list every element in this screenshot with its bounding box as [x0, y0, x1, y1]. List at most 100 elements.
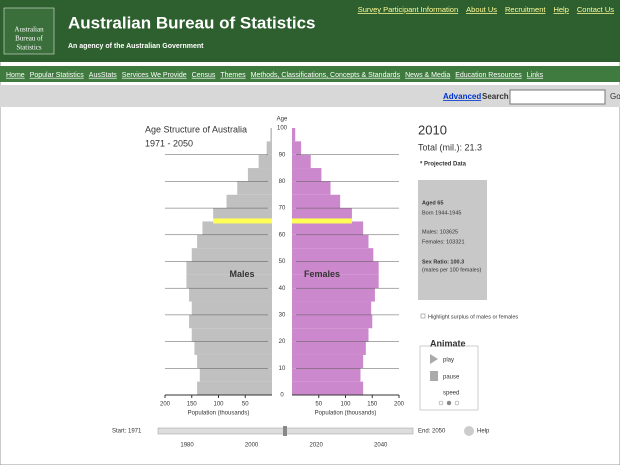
- slider-tick-label: 2020: [309, 443, 323, 449]
- nav-link[interactable]: Education Resources: [455, 72, 522, 79]
- search-input[interactable]: [509, 89, 606, 105]
- nav-link[interactable]: Census: [192, 72, 216, 79]
- top-link[interactable]: Help: [553, 5, 568, 14]
- play-button[interactable]: [430, 354, 438, 364]
- male-bar: [191, 328, 272, 342]
- go-button[interactable]: Go: [610, 92, 620, 101]
- info-aged: Aged 65: [422, 200, 443, 206]
- male-bar: [197, 234, 272, 249]
- play-label: play: [443, 358, 454, 364]
- speed-option[interactable]: [446, 400, 452, 406]
- logo-text: Australian: [14, 26, 44, 34]
- female-bar: [292, 341, 366, 355]
- x-tick-label: 150: [187, 402, 198, 408]
- male-bar: [189, 288, 272, 302]
- female-bar: [292, 314, 373, 329]
- slider-thumb[interactable]: [283, 426, 287, 436]
- age-label: 100: [277, 126, 288, 132]
- age-label: 20: [279, 339, 286, 345]
- female-bar: [292, 154, 311, 169]
- male-bar: [226, 194, 272, 209]
- pause-button[interactable]: [430, 371, 438, 381]
- male-bar: [197, 354, 272, 369]
- highlight-text: Highlight surplus of males or females: [428, 314, 518, 320]
- top-link[interactable]: Recruitment: [505, 5, 546, 14]
- site-title: Australian Bureau of Statistics: [68, 13, 316, 32]
- header: [0, 0, 620, 62]
- info-ratio: Sex Ratio: 100.3: [422, 259, 464, 265]
- animate-title: Animate: [430, 338, 466, 348]
- nav-link[interactable]: Popular Statistics: [30, 72, 85, 79]
- slider-end: End: 2050: [418, 429, 446, 435]
- female-bar: [292, 368, 361, 382]
- male-bar: [186, 274, 272, 289]
- male-bar: [258, 154, 272, 169]
- info-ratio-note: (males per 100 females): [422, 267, 481, 273]
- female-bar: [292, 194, 341, 209]
- female-bar: [292, 168, 322, 182]
- info-born: Born 1944-1945: [422, 210, 461, 216]
- total: Total (mil.): 21.3: [418, 142, 482, 152]
- age-label: 0: [280, 393, 284, 399]
- female-bar: [292, 181, 331, 195]
- age-label: 40: [279, 286, 286, 292]
- top-link[interactable]: About Us: [466, 5, 497, 14]
- age-label: 30: [279, 312, 286, 318]
- female-bar: [292, 221, 364, 235]
- projected: * Projected Data: [420, 162, 467, 168]
- nav-link[interactable]: AusStats: [89, 72, 118, 79]
- nav-link[interactable]: Links: [527, 72, 544, 79]
- x-axis-label: Population (thousands): [188, 411, 250, 417]
- female-bar: [292, 328, 369, 342]
- age-label: 80: [279, 179, 286, 185]
- search-label: Search: [482, 92, 509, 101]
- info-females: Females: 103321: [422, 239, 465, 245]
- age-label: 90: [279, 152, 286, 158]
- speed-option[interactable]: [454, 400, 460, 406]
- logo-text: Bureau of: [15, 35, 43, 43]
- age-label: 10: [279, 366, 286, 372]
- highlight-left: [213, 218, 272, 224]
- animate-box: [419, 345, 479, 411]
- x-axis-label: Population (thousands): [315, 411, 377, 417]
- nav-link[interactable]: Home: [6, 72, 25, 79]
- nav-link[interactable]: Methods, Classifications, Concepts & Sta…: [251, 72, 401, 79]
- series-label: Females: [304, 269, 340, 279]
- male-bar: [186, 261, 272, 275]
- advanced-link[interactable]: Advanced: [443, 92, 481, 101]
- nav-link[interactable]: Services We Provide: [122, 72, 187, 79]
- help-icon[interactable]: [464, 426, 474, 436]
- info-box: [418, 180, 487, 300]
- top-link[interactable]: Contact Us: [577, 5, 614, 14]
- female-bar: [292, 301, 372, 315]
- x-tick-label: 50: [242, 402, 249, 408]
- male-bar: [194, 341, 272, 355]
- male-bar: [237, 181, 272, 195]
- x-tick-label: 200: [394, 402, 405, 408]
- male-bar: [191, 301, 272, 315]
- male-bar: [213, 208, 272, 222]
- male-bar: [197, 381, 272, 395]
- top-link[interactable]: Survey Participant Information: [358, 5, 458, 14]
- x-tick-label: 100: [213, 402, 224, 408]
- male-bar: [270, 128, 272, 142]
- female-bar: [292, 381, 364, 395]
- nav-bar: [0, 66, 620, 82]
- age-label: 60: [279, 232, 286, 238]
- slider-tick-label: 2040: [374, 443, 388, 449]
- chart-title: Age Structure of Australia: [145, 124, 247, 134]
- nav-link[interactable]: News & Media: [405, 72, 450, 79]
- age-label: 70: [279, 206, 286, 212]
- x-tick-label: 50: [315, 402, 322, 408]
- male-bar: [189, 314, 272, 329]
- female-bar: [292, 261, 379, 275]
- male-bar: [247, 168, 272, 182]
- highlight-checkbox[interactable]: [420, 313, 426, 319]
- series-label: Males: [229, 269, 254, 279]
- logo[interactable]: [3, 7, 55, 55]
- female-bar: [292, 234, 369, 249]
- speed-option[interactable]: [438, 400, 444, 406]
- nav-link[interactable]: Themes: [220, 72, 246, 79]
- slider-tick-label: 2000: [245, 443, 259, 449]
